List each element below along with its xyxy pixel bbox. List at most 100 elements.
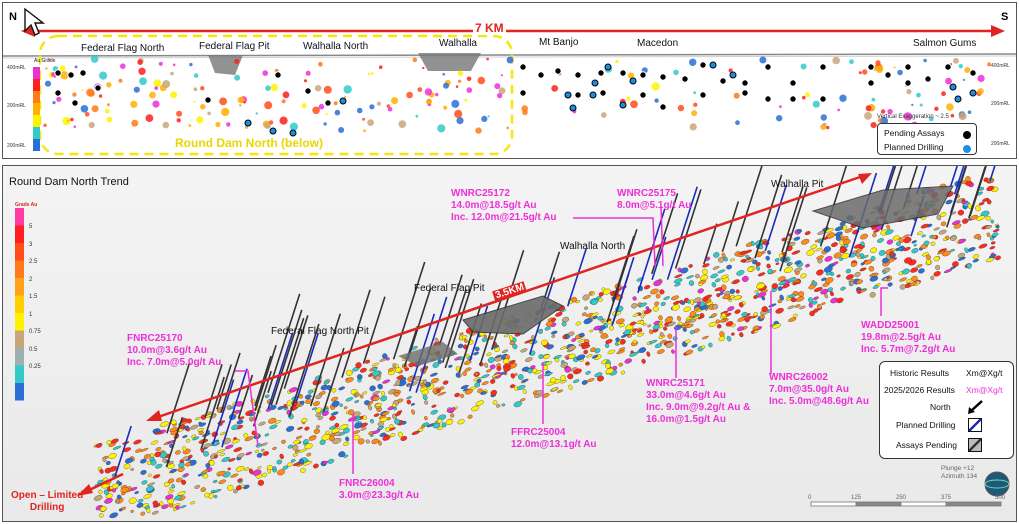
- pending-hole: [819, 95, 827, 103]
- intercept: [318, 61, 323, 67]
- intercept: [544, 326, 551, 331]
- intercept: [464, 98, 468, 102]
- intercept: [330, 411, 339, 416]
- intercept: [822, 122, 827, 127]
- pending-hole: [719, 77, 727, 85]
- intercept: [45, 67, 48, 70]
- intercept: [262, 451, 269, 456]
- intercept: [411, 430, 420, 435]
- intercept: [455, 85, 459, 88]
- intercept: [106, 82, 112, 88]
- intercept: [315, 425, 320, 429]
- intercept: [916, 92, 921, 98]
- intercept: [919, 103, 923, 107]
- intercept: [895, 247, 900, 252]
- intercept: [269, 404, 277, 411]
- callout-hole: FNRC25170: [127, 333, 183, 344]
- intercept: [839, 94, 847, 102]
- grade-band: [15, 208, 24, 226]
- intercept: [458, 79, 462, 83]
- grade-band: [15, 313, 24, 331]
- intercept: [303, 439, 309, 444]
- intercept: [108, 442, 116, 447]
- intercept: [816, 255, 824, 260]
- intercept: [189, 424, 199, 430]
- intercept: [859, 253, 865, 258]
- intercept: [52, 101, 56, 105]
- intercept: [486, 57, 489, 61]
- intercept: [354, 422, 363, 429]
- intercept: [825, 271, 832, 276]
- intercept: [503, 334, 510, 338]
- rl-label-right-200: 200mRL: [991, 101, 1010, 107]
- intercept: [189, 62, 193, 67]
- intercept: [450, 413, 455, 418]
- intercept: [509, 384, 516, 389]
- intercept: [991, 232, 999, 237]
- pending-hole: [789, 79, 797, 87]
- intercept: [717, 269, 726, 274]
- intercept: [902, 234, 910, 238]
- pending-hole: [764, 63, 772, 71]
- trend-arrow-left: [146, 410, 162, 421]
- intercept: [808, 297, 814, 303]
- pending-drill-trace: [270, 309, 303, 406]
- pending-hole: [699, 61, 707, 69]
- intercept: [506, 56, 514, 64]
- intercept: [158, 61, 163, 66]
- planned-hole: [591, 79, 599, 87]
- intercept: [585, 361, 590, 366]
- intercept: [934, 106, 939, 112]
- intercept: [301, 103, 307, 109]
- callout-line: 19.8m@2.5g/t Au: [861, 332, 941, 343]
- pending-hole: [867, 63, 875, 71]
- intercept: [388, 367, 394, 372]
- planned-dot-icon: [962, 144, 972, 154]
- intercept: [162, 457, 167, 464]
- loc-walhalla-north: Walhalla North: [303, 41, 369, 52]
- intercept: [185, 438, 191, 443]
- round-dam-north-box: [38, 34, 514, 156]
- pending-dot-icon: [962, 130, 972, 140]
- intercept: [755, 262, 761, 267]
- intercept: [814, 239, 820, 243]
- intercept: [289, 122, 298, 131]
- intercept: [899, 277, 907, 282]
- intercept: [753, 330, 759, 333]
- legend-pending-label: Pending Assays: [884, 128, 945, 138]
- intercept: [346, 369, 353, 376]
- pit-walhalla: Walhalla Pit: [771, 179, 824, 190]
- intercept: [800, 63, 807, 70]
- pending-drill-trace: [204, 364, 223, 418]
- intercept: [244, 467, 250, 471]
- intercept: [165, 494, 174, 500]
- intercept: [813, 308, 819, 313]
- intercept: [396, 375, 404, 380]
- pending-hole: [274, 71, 282, 79]
- scale-bar: [810, 501, 1002, 507]
- intercept: [788, 277, 797, 282]
- intercept: [197, 473, 202, 477]
- intercept: [480, 391, 487, 395]
- callout-line: 12.0m@13.1g/t Au: [511, 439, 597, 450]
- intercept: [277, 405, 285, 410]
- intercept: [788, 317, 797, 322]
- intercept: [641, 358, 646, 364]
- intercept: [711, 282, 717, 288]
- intercept: [463, 338, 468, 343]
- intercept: [686, 299, 691, 304]
- intercept: [454, 109, 463, 119]
- intercept: [372, 390, 381, 395]
- intercept: [264, 122, 271, 129]
- walhalla-pit-shell: [811, 185, 954, 229]
- intercept: [233, 447, 243, 452]
- intercept: [736, 270, 745, 276]
- intercept: [397, 410, 403, 414]
- intercept: [98, 94, 103, 98]
- intercept: [487, 115, 490, 118]
- federal-flag-pit-shell: [462, 295, 564, 335]
- intercept: [325, 112, 328, 115]
- intercept: [443, 82, 449, 89]
- intercept: [555, 312, 563, 317]
- pending-hole: [659, 73, 667, 81]
